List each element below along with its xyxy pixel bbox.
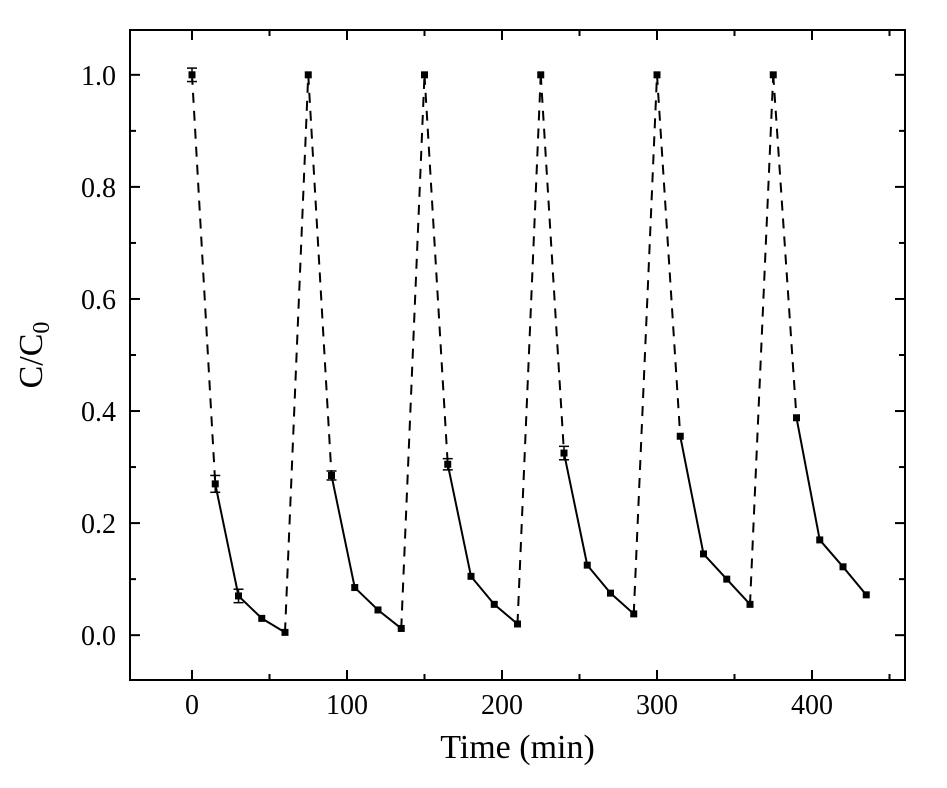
data-marker [538,72,544,78]
data-segment [820,540,843,567]
data-segment [657,75,680,436]
data-marker [305,72,311,78]
x-axis-title: Time (min) [440,729,595,766]
reset-connector [634,75,657,614]
data-marker [817,537,823,543]
y-tick-label: 0.8 [81,173,116,204]
data-marker [491,601,497,607]
x-tick-label: 400 [791,690,833,721]
data-segment [797,418,820,540]
x-tick-label: 0 [185,690,199,721]
y-axis-title: C/C0 [13,322,55,389]
plot-frame [130,30,905,680]
chart-container: 0 100 200 300 400 0.0 0.2 0.4 0.6 0.8 1.0 Time (min… [0,0,947,788]
data-segment [727,579,750,604]
y-tick-label: 0.2 [81,509,116,540]
data-marker [863,592,869,598]
y-tick-label: 1.0 [81,61,116,92]
data-marker [701,551,707,557]
x-tick-label: 100 [326,690,368,721]
data-marker [584,562,590,568]
data-segment [448,464,471,576]
data-marker [445,461,451,467]
data-segment [773,75,796,418]
data-marker [236,593,242,599]
data-marker [608,590,614,596]
data-marker [329,472,335,478]
x-tick-label: 300 [636,690,678,721]
data-segment [541,75,564,453]
data-marker [352,585,358,591]
data-segment [308,75,331,476]
data-marker [375,607,381,613]
data-marker [561,450,567,456]
data-segment [843,567,866,595]
data-marker [677,433,683,439]
chart-svg: 0 100 200 300 400 0.0 0.2 0.4 0.6 0.8 1.0 Time (min… [0,0,947,788]
data-marker [422,72,428,78]
data-marker [770,72,776,78]
data-segment [192,75,215,484]
reset-connector [518,75,541,624]
data-segment [587,565,610,593]
data-marker [212,481,218,487]
y-tick-label: 0.0 [81,621,116,652]
data-segment [680,436,703,554]
data-marker [259,615,265,621]
data-marker [654,72,660,78]
data-segment [471,576,494,604]
data-marker [189,72,195,78]
reset-connector [750,75,773,605]
data-segment [425,75,448,464]
data-segment [215,484,238,596]
data-marker [724,576,730,582]
data-marker [794,415,800,421]
reset-connector [285,75,308,633]
reset-connector [401,75,424,629]
y-tick-label: 0.4 [81,397,116,428]
data-segment [332,475,355,587]
data-marker [468,573,474,579]
y-tick-label: 0.6 [81,285,116,316]
data-segment [564,453,587,565]
x-tick-label: 200 [481,690,523,721]
data-segment [704,554,727,579]
data-marker [840,564,846,570]
